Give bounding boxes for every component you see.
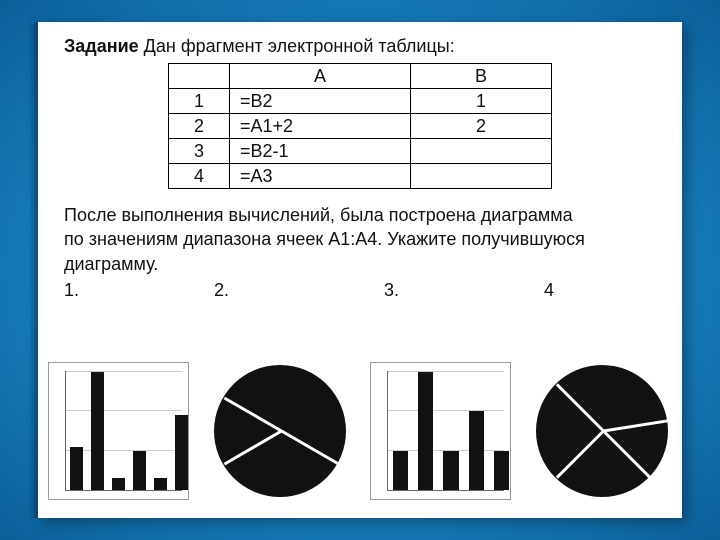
header-B: B	[411, 64, 552, 89]
para-line2: по значениям диапазона ячеек А1:А4. Укаж…	[64, 229, 585, 249]
bar	[494, 451, 509, 490]
spreadsheet-table: A B 1 =B2 1 2 =A1+2 2 3 =B2-1 4 =A3	[168, 63, 552, 189]
bar	[418, 372, 433, 490]
chart-4-pie	[525, 356, 678, 506]
cell-B3	[411, 139, 552, 164]
bar	[133, 451, 146, 490]
bar	[154, 478, 167, 490]
table-row: 3 =B2-1	[169, 139, 552, 164]
cell-B4	[411, 164, 552, 189]
table-header-row: A B	[169, 64, 552, 89]
bar	[443, 451, 458, 490]
option-labels: 1. 2. 3. 4	[64, 280, 656, 301]
bar	[112, 478, 125, 490]
opt-4: 4	[544, 280, 554, 301]
chart-4-pie-disc	[536, 365, 668, 497]
para-line3: диаграмму.	[64, 254, 158, 274]
chart-1-bar	[42, 356, 195, 506]
task-title: Задание Дан фрагмент электронной таблицы…	[64, 36, 656, 57]
content-area: Задание Дан фрагмент электронной таблицы…	[38, 22, 682, 311]
rowhead-2: 2	[169, 114, 230, 139]
opt-1: 1.	[64, 280, 214, 301]
bar	[469, 411, 484, 490]
cell-A2: =A1+2	[230, 114, 411, 139]
bar	[91, 372, 104, 490]
para-line1: После выполнения вычислений, была постро…	[64, 205, 573, 225]
chart-3-frame	[370, 362, 511, 500]
header-A: A	[230, 64, 411, 89]
rowhead-1: 1	[169, 89, 230, 114]
pie-separator	[223, 430, 282, 466]
charts-row	[38, 346, 682, 506]
bar	[175, 415, 188, 490]
table-row: 2 =A1+2 2	[169, 114, 552, 139]
opt-2: 2.	[214, 280, 384, 301]
pie-separator	[602, 430, 651, 479]
rowhead-3: 3	[169, 139, 230, 164]
chart-3-bar	[364, 356, 517, 506]
header-blank	[169, 64, 230, 89]
chart-4-wrap	[525, 356, 678, 506]
chart-2-wrap	[203, 356, 356, 506]
pie-separator	[280, 430, 339, 466]
paragraph: После выполнения вычислений, была постро…	[64, 203, 656, 276]
cell-A1: =B2	[230, 89, 411, 114]
pie-separator	[555, 430, 604, 479]
table-row: 4 =A3	[169, 164, 552, 189]
cell-B1: 1	[411, 89, 552, 114]
title-rest: Дан фрагмент электронной таблицы:	[139, 36, 455, 56]
table-row: 1 =B2 1	[169, 89, 552, 114]
pie-separator	[223, 397, 282, 433]
pie-separator	[603, 419, 669, 432]
title-bold: Задание	[64, 36, 139, 56]
opt-3: 3.	[384, 280, 544, 301]
chart-1-plot	[65, 371, 182, 491]
bar	[393, 451, 408, 490]
chart-2-pie-disc	[214, 365, 346, 497]
slide: Задание Дан фрагмент электронной таблицы…	[38, 22, 682, 518]
chart-2-pie	[203, 356, 356, 506]
pie-separator	[555, 383, 604, 432]
cell-A3: =B2-1	[230, 139, 411, 164]
chart-1-frame	[48, 362, 189, 500]
rowhead-4: 4	[169, 164, 230, 189]
chart-3-plot	[387, 371, 504, 491]
cell-A4: =A3	[230, 164, 411, 189]
cell-B2: 2	[411, 114, 552, 139]
bar	[70, 447, 83, 490]
